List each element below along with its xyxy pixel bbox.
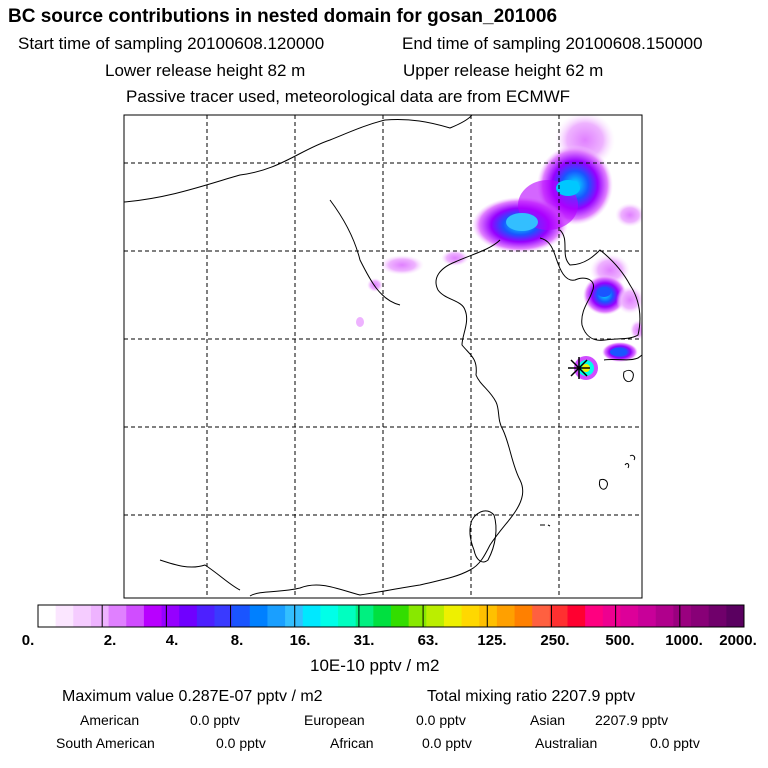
colorbar-segment	[673, 605, 692, 627]
colorbar-tick: 125.	[477, 632, 507, 649]
colorbar-frame	[37, 604, 745, 628]
american-label: American	[80, 712, 140, 728]
lower-release-label: Lower release height 82 m	[105, 61, 306, 80]
colorbar-segment	[726, 605, 745, 627]
colorbar-segment	[355, 605, 374, 627]
total-mixing-label: Total mixing ratio 2207.9 pptv	[427, 688, 636, 705]
colorbar-tick: 250.	[540, 632, 570, 649]
colorbar-segment	[249, 605, 268, 627]
australian-label: Australian	[535, 735, 598, 751]
colorbar-segment	[267, 605, 286, 627]
colorbar-segment	[549, 605, 568, 627]
map-frame	[123, 114, 643, 599]
colorbar-tick: 2000.	[719, 632, 757, 649]
south-american-label: South American	[56, 735, 155, 751]
australian-value: 0.0 pptv	[650, 735, 700, 751]
colorbar-segment	[691, 605, 710, 627]
start-time-label: Start time of sampling 20100608.120000	[18, 34, 325, 53]
american-value: 0.0 pptv	[190, 712, 240, 728]
colorbar-segment	[532, 605, 551, 627]
map-panel	[123, 114, 643, 599]
colorbar-segment	[655, 605, 674, 627]
colorbar-segment	[232, 605, 251, 627]
grid-lines	[124, 115, 642, 598]
colorbar	[37, 604, 745, 628]
colorbar-tick: 500.	[605, 632, 635, 649]
end-time-label: End time of sampling 20100608.150000	[402, 34, 703, 53]
colorbar-segment	[585, 605, 604, 627]
colorbar-unit: 10E-10 pptv / m2	[310, 656, 440, 675]
colorbar-tick: 31.	[353, 632, 375, 649]
colorbar-tick: 8.	[230, 632, 244, 649]
colorbar-segment	[302, 605, 321, 627]
colorbar-segment	[514, 605, 533, 627]
colorbar-segment	[638, 605, 657, 627]
colorbar-tick: 16.	[289, 632, 311, 649]
asian-label: Asian	[530, 712, 566, 728]
african-value: 0.0 pptv	[422, 735, 472, 751]
colorbar-segment	[161, 605, 180, 627]
colorbar-segment	[179, 605, 198, 627]
colorbar-segment	[90, 605, 110, 627]
colorbar-tick: 0.	[21, 632, 35, 649]
colorbar-segment	[214, 605, 233, 627]
receptor-marker	[568, 357, 590, 379]
colorbar-tick: 2.	[103, 632, 117, 649]
colorbar-segment	[708, 605, 727, 627]
colorbar-segment	[38, 605, 57, 627]
colorbar-segment	[320, 605, 339, 627]
colorbar-segment	[73, 605, 92, 627]
max-value-label: Maximum value 0.287E-07 pptv / m2	[62, 688, 323, 705]
colorbar-segment	[143, 605, 163, 627]
colorbar-segment	[620, 605, 639, 627]
colorbar-segment	[567, 605, 586, 627]
colorbar-segment	[373, 605, 392, 627]
colorbar-segment	[126, 605, 145, 627]
colorbar-tick: 1000.	[665, 632, 703, 649]
coastlines	[124, 115, 642, 597]
upper-release-label: Upper release height 62 m	[403, 61, 604, 80]
european-value: 0.0 pptv	[416, 712, 466, 728]
colorbar-segment	[338, 605, 357, 627]
colorbar-segment	[426, 605, 445, 627]
colorbar-tick: 4.	[165, 632, 179, 649]
colorbar-tick: 63.	[417, 632, 439, 649]
map-title: BC source contributions in nested domain…	[8, 6, 558, 27]
tracer-note: Passive tracer used, meteorological data…	[126, 87, 571, 106]
colorbar-segment	[285, 605, 304, 627]
colorbar-segment	[391, 605, 410, 627]
colorbar-segment	[496, 605, 516, 627]
south-american-value: 0.0 pptv	[216, 735, 266, 751]
asian-value: 2207.9 pptv	[595, 712, 669, 728]
colorbar-segment	[408, 605, 427, 627]
european-label: European	[304, 712, 365, 728]
colorbar-segment	[479, 605, 498, 627]
colorbar-segment	[108, 605, 127, 627]
african-label: African	[330, 735, 374, 751]
colorbar-segment	[443, 605, 463, 627]
colorbar-segment	[461, 605, 480, 627]
colorbar-segment	[55, 605, 74, 627]
colorbar-segment	[196, 605, 215, 627]
colorbar-segment	[602, 605, 621, 627]
